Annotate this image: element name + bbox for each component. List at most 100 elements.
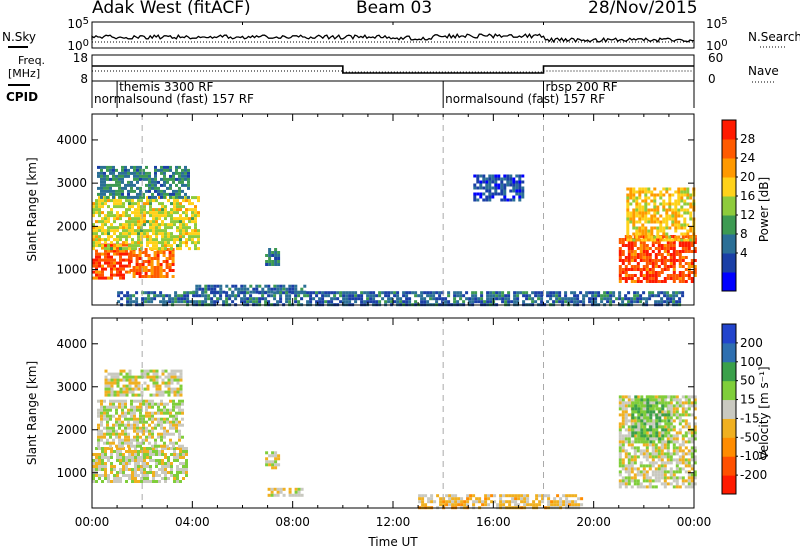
data-cell bbox=[657, 253, 661, 256]
data-cell bbox=[518, 195, 522, 199]
data-cell bbox=[158, 223, 161, 227]
data-cell bbox=[630, 274, 634, 277]
data-cell bbox=[672, 446, 676, 450]
data-cell bbox=[684, 250, 688, 253]
data-cell bbox=[472, 494, 476, 498]
data-cell bbox=[113, 264, 116, 268]
data-cell bbox=[588, 300, 592, 304]
data-cell bbox=[659, 229, 663, 233]
data-cell bbox=[176, 247, 179, 251]
data-cell bbox=[104, 387, 108, 391]
data-cell bbox=[124, 186, 127, 190]
data-cell bbox=[152, 474, 155, 477]
data-cell bbox=[176, 205, 179, 209]
data-cell bbox=[626, 220, 630, 224]
data-cell bbox=[140, 214, 143, 218]
data-cell bbox=[121, 408, 124, 412]
data-cell bbox=[499, 497, 503, 501]
data-cell bbox=[134, 381, 138, 385]
data-cell bbox=[375, 300, 379, 304]
data-cell bbox=[571, 494, 575, 498]
data-cell bbox=[683, 220, 687, 224]
data-cell bbox=[150, 266, 154, 269]
data-cell bbox=[141, 263, 145, 266]
data-cell bbox=[635, 232, 639, 236]
data-cell bbox=[657, 458, 661, 462]
data-cell bbox=[92, 214, 95, 218]
data-cell bbox=[618, 395, 622, 399]
data-cell bbox=[445, 500, 449, 504]
data-cell bbox=[118, 192, 121, 196]
data-cell bbox=[175, 171, 178, 175]
data-cell bbox=[103, 180, 106, 184]
data-cell bbox=[375, 294, 379, 298]
data-cell bbox=[179, 456, 182, 459]
data-cell bbox=[627, 268, 631, 271]
data-cell bbox=[672, 458, 676, 462]
data-cell bbox=[686, 193, 690, 197]
data-cell bbox=[648, 262, 652, 265]
data-cell bbox=[426, 300, 430, 304]
data-cell bbox=[463, 503, 467, 507]
data-cell bbox=[661, 404, 665, 408]
data-cell bbox=[155, 390, 159, 394]
data-cell bbox=[164, 244, 167, 248]
data-cell bbox=[645, 297, 649, 301]
data-cell bbox=[633, 419, 637, 423]
data-cell bbox=[146, 372, 150, 376]
data-cell bbox=[642, 291, 646, 295]
data-cell bbox=[594, 300, 598, 304]
data-cell bbox=[135, 260, 139, 263]
data-cell bbox=[119, 480, 122, 483]
data-cell bbox=[603, 297, 607, 301]
data-cell bbox=[315, 300, 319, 304]
data-cell bbox=[650, 214, 654, 218]
data-cell bbox=[128, 450, 131, 453]
data-cell bbox=[113, 226, 116, 230]
data-cell bbox=[630, 467, 634, 471]
data-cell bbox=[157, 420, 160, 424]
data-cell bbox=[138, 275, 142, 278]
data-cell bbox=[669, 297, 673, 301]
data-cell bbox=[170, 238, 173, 242]
data-cell bbox=[644, 199, 648, 203]
data-cell bbox=[124, 405, 127, 409]
data-cell bbox=[157, 186, 160, 190]
data-cell bbox=[570, 291, 574, 295]
data-cell bbox=[336, 297, 340, 301]
data-cell bbox=[474, 300, 478, 304]
data-cell bbox=[485, 189, 489, 193]
data-cell bbox=[179, 214, 182, 218]
data-cell bbox=[121, 192, 124, 196]
data-cell bbox=[672, 419, 676, 423]
data-cell bbox=[112, 165, 115, 169]
data-cell bbox=[687, 277, 691, 280]
data-cell bbox=[693, 482, 697, 486]
data-cell bbox=[669, 294, 673, 298]
data-cell bbox=[651, 464, 655, 468]
data-cell bbox=[164, 211, 167, 215]
data-cell bbox=[95, 270, 98, 274]
data-cell bbox=[127, 438, 130, 442]
data-cell bbox=[152, 211, 155, 215]
data-cell bbox=[635, 202, 639, 206]
data-cell bbox=[547, 503, 551, 507]
data-cell bbox=[277, 463, 281, 467]
data-cell bbox=[125, 372, 129, 376]
data-cell bbox=[629, 214, 633, 218]
data-cell bbox=[170, 208, 173, 212]
data-cell bbox=[509, 198, 513, 202]
data-cell bbox=[378, 294, 382, 298]
data-cell bbox=[690, 452, 694, 456]
data-cell bbox=[637, 440, 641, 444]
data-cell bbox=[132, 266, 136, 269]
data-cell bbox=[665, 238, 669, 242]
data-cell bbox=[194, 232, 197, 236]
data-cell bbox=[675, 259, 679, 262]
data-cell bbox=[677, 190, 681, 194]
data-cell bbox=[659, 193, 663, 197]
data-cell bbox=[157, 435, 160, 439]
data-cell bbox=[645, 422, 649, 426]
data-cell bbox=[101, 232, 104, 236]
data-cell bbox=[451, 500, 455, 504]
